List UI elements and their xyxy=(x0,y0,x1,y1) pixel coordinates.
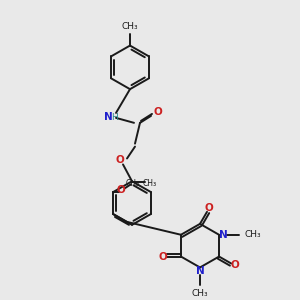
Text: CH₃: CH₃ xyxy=(122,22,138,31)
Text: O: O xyxy=(159,251,167,262)
Text: N: N xyxy=(219,230,227,240)
Text: CH₃: CH₃ xyxy=(143,179,157,188)
Text: O: O xyxy=(117,185,125,195)
Text: N: N xyxy=(103,112,112,122)
Text: N: N xyxy=(196,266,204,276)
Text: O: O xyxy=(205,203,213,213)
Text: O: O xyxy=(154,107,162,117)
Text: O: O xyxy=(230,260,239,271)
Text: H: H xyxy=(112,113,118,122)
Text: O: O xyxy=(116,155,124,166)
Text: CH₃: CH₃ xyxy=(192,289,208,298)
Text: CH₃: CH₃ xyxy=(244,230,261,239)
Text: CH₂: CH₂ xyxy=(126,179,140,188)
